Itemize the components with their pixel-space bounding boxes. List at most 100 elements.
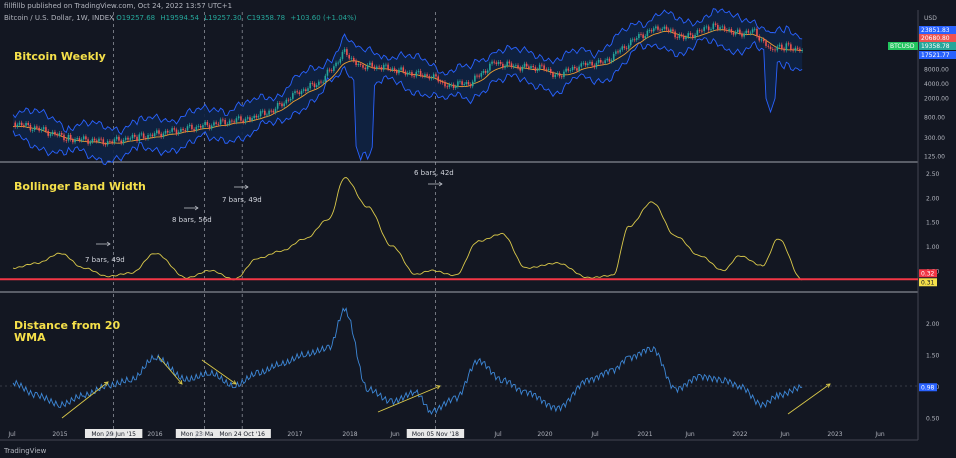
candle-body [497, 61, 500, 64]
candle-body [446, 86, 449, 88]
candle-body [536, 69, 539, 72]
distance-line-tick-label: 2.00 [926, 321, 940, 328]
candle-body [162, 133, 165, 137]
candle-body [567, 68, 570, 71]
candle-body [480, 73, 483, 77]
symbol-name[interactable]: Bitcoin / U.S. Dollar, 1W, INDEX [4, 14, 114, 22]
distance-line-tick-label: 0.50 [926, 415, 940, 422]
candle-body [91, 138, 94, 142]
candle-body [14, 122, 17, 127]
candle-body [298, 92, 301, 95]
candle-body [627, 45, 630, 49]
tradingview-logo[interactable]: TradingView [4, 447, 46, 455]
candle-body [279, 103, 281, 104]
candle-body [430, 77, 433, 79]
candle-body [552, 72, 554, 78]
candle-body [320, 81, 322, 83]
candle-body [253, 115, 256, 119]
candle-body [413, 75, 415, 77]
candle-body [31, 130, 34, 131]
candle-body [743, 33, 745, 37]
candle-body [33, 126, 36, 131]
candle-body [508, 61, 511, 64]
bollinger-upper-band [12, 8, 803, 136]
candle-body [124, 137, 127, 140]
candle-body [439, 81, 442, 83]
date-marker-label: Mon 29 Jun '15 [91, 431, 136, 438]
bbw-value-box-1 [919, 269, 937, 278]
candle-body [584, 62, 587, 66]
candle-body [545, 69, 548, 71]
candle-body [339, 58, 342, 63]
distance-line-tick-label: 1.50 [926, 353, 940, 360]
candle-body [169, 131, 171, 133]
candle-body [182, 128, 184, 131]
candle-body [393, 68, 396, 71]
ohlc-open: O19257.68 [116, 14, 156, 22]
candle-body [749, 32, 752, 34]
candle-body [93, 138, 96, 141]
price-label-box [919, 34, 956, 42]
candle-body [364, 67, 367, 70]
candle-body [63, 134, 65, 141]
price-tick-label: 125.00 [924, 153, 945, 160]
candle-body [510, 63, 513, 67]
candle-body [719, 27, 721, 30]
candle-body [180, 128, 182, 132]
candle-body [493, 61, 495, 63]
candle-body [235, 118, 238, 123]
candle-body [38, 127, 40, 131]
candle-body [25, 122, 27, 126]
candle-body [560, 76, 563, 78]
candle-body [776, 46, 779, 51]
candle-body [23, 125, 25, 127]
candle-body [18, 122, 21, 125]
candle-body [554, 74, 557, 78]
candle-body [646, 30, 649, 37]
candle-body [240, 116, 242, 121]
candle-body [217, 123, 220, 125]
candle-body [734, 32, 737, 35]
distance-value-box [919, 383, 937, 392]
candle-body [573, 66, 576, 69]
candle-body [175, 129, 178, 134]
candle-body [395, 70, 398, 74]
trend-arrow [157, 355, 183, 385]
symbol-tag-text: BTCUSD [890, 43, 915, 50]
candle-body [333, 66, 335, 71]
date-marker-label: Mon 24 Oct '16 [219, 431, 265, 438]
candle-body [765, 41, 767, 46]
time-tick-label: 2016 [147, 431, 162, 438]
candle-body [47, 131, 49, 136]
candle-body [191, 124, 193, 130]
candle-body [151, 134, 154, 137]
candle-body [732, 32, 735, 35]
candle-body [484, 70, 487, 73]
time-tick-label: 2022 [732, 431, 747, 438]
candle-body [140, 133, 143, 135]
candles [14, 21, 803, 148]
candle-body [528, 66, 530, 69]
candle-body [796, 47, 799, 49]
candle-body [710, 29, 712, 31]
candle-body [703, 27, 705, 31]
price-label-box [919, 51, 956, 59]
candle-body [461, 81, 463, 85]
candle-body [499, 61, 502, 64]
candle-body [741, 33, 743, 37]
candle-body [231, 120, 233, 122]
panel-title-distance: Distance from 20 WMA [14, 319, 121, 344]
candle-body [599, 59, 602, 63]
candle-body [621, 46, 624, 50]
candle-body [58, 133, 61, 136]
candle-body [266, 114, 268, 116]
bbw-line-tick-label: 2.50 [926, 171, 940, 178]
candle-body [335, 62, 337, 67]
bbw-line-tick-label: 1.00 [926, 244, 940, 251]
candle-body [667, 29, 670, 32]
footer-text: TradingView [4, 447, 47, 455]
candle-body [411, 72, 413, 76]
candle-body [629, 39, 632, 46]
candle-body [56, 134, 59, 136]
